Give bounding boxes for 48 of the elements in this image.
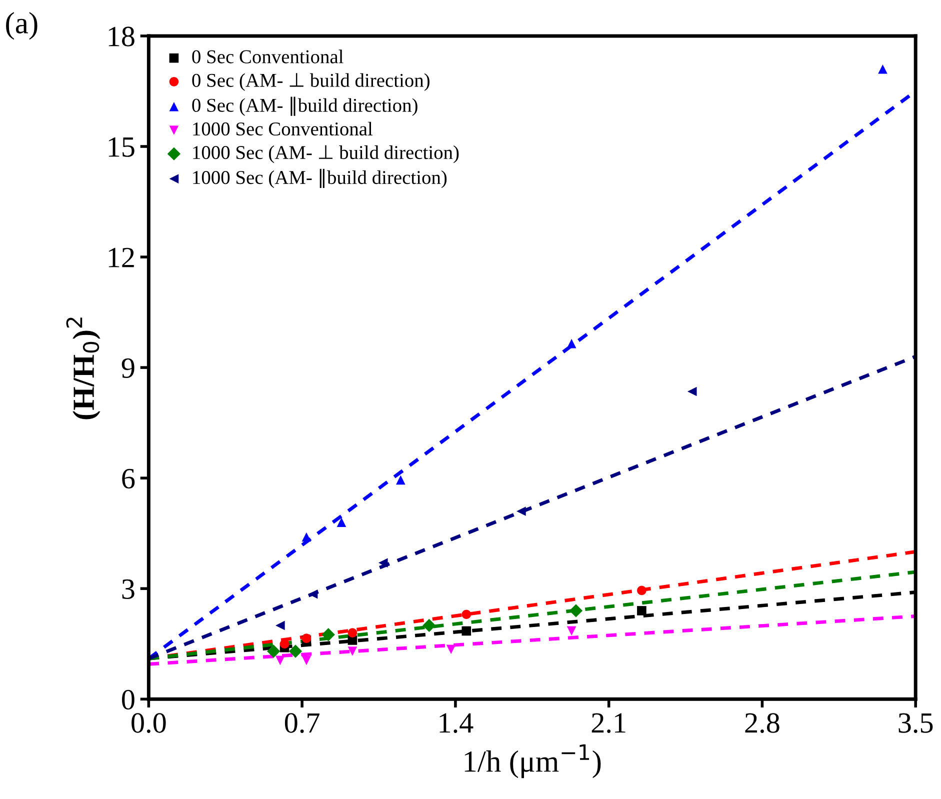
legend-label: 1000 Sec (AM- ⊥ build direction) [193, 145, 459, 164]
y-tick-label: 6 [122, 468, 135, 488]
y-tick-label: 12 [108, 248, 134, 268]
point [637, 586, 646, 596]
x-tick-label: 2.1 [592, 713, 626, 733]
point [878, 64, 888, 74]
point [288, 644, 302, 658]
x-tick-label: 0.0 [132, 713, 166, 733]
legend-label: 0 Sec (AM- ⊥ build direction) [192, 73, 430, 91]
y-tick-label: 15 [108, 137, 134, 157]
x-tick-label: 1.4 [440, 713, 474, 733]
point [462, 610, 472, 620]
point [275, 620, 285, 630]
point [378, 558, 388, 568]
point [566, 338, 576, 348]
point [516, 506, 526, 516]
point [462, 626, 472, 636]
text: (a) [6, 12, 38, 40]
y-tick-label: 0 [122, 690, 134, 710]
legend-label: 0 Sec (AM- ∥build direction) [192, 96, 418, 116]
point [569, 604, 583, 618]
point [348, 628, 358, 638]
point [266, 644, 280, 658]
point [396, 475, 406, 485]
point [336, 518, 346, 527]
x-tick-label: 0.7 [284, 713, 320, 733]
legend-label: 1000 Sec Conventional [193, 122, 373, 136]
legend-label: 0 Sec Conventional [192, 50, 344, 64]
y-tick-label: 3 [122, 579, 134, 600]
point [275, 656, 285, 666]
point [687, 386, 697, 396]
point [280, 639, 290, 649]
point [302, 656, 312, 666]
point [302, 532, 312, 542]
point [446, 644, 456, 654]
legend-label: 1000 Sec (AM- ∥build direction) [193, 168, 447, 188]
point [322, 628, 335, 642]
y-tick-label: 9 [122, 358, 134, 378]
point [348, 646, 358, 656]
y-tick-label: 18 [108, 26, 134, 46]
x-axis-title: 1/h (μm$^{−1}$) [464, 744, 601, 778]
y-axis-title: (H/H$_{0}$)$^{2}$ [66, 318, 100, 420]
point [566, 626, 576, 636]
point [422, 618, 436, 632]
point [308, 589, 318, 599]
point [637, 606, 646, 616]
x-tick-label: 3.5 [898, 713, 933, 733]
x-tick-label: 2.8 [745, 713, 780, 733]
